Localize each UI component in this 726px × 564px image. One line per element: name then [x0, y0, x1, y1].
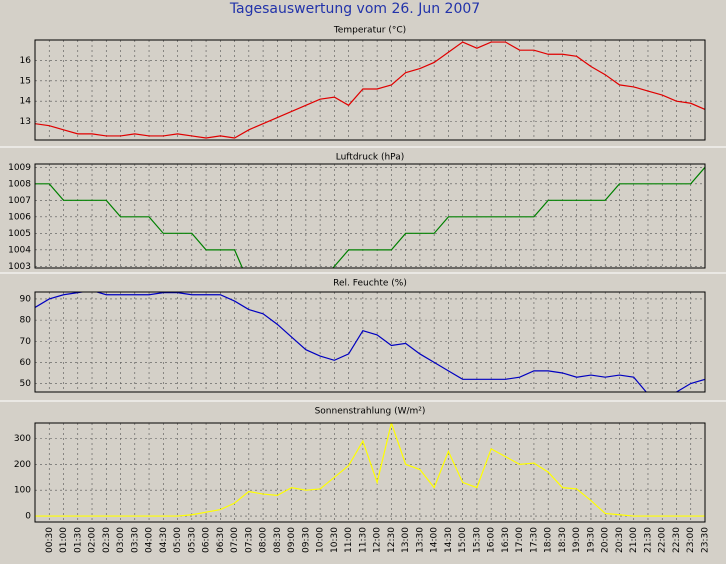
y-tick-label: 1008 [8, 179, 31, 189]
x-tick-label: 04:00 [145, 527, 155, 553]
x-tick-label: 02:30 [102, 527, 112, 553]
x-tick-label: 20:30 [615, 527, 625, 553]
page-title: Tagesauswertung vom 26. Jun 2007 [229, 1, 480, 17]
data-line [35, 41, 705, 139]
panel-title: Luftdruck (hPa) [336, 153, 405, 163]
x-tick-label: 23:00 [686, 527, 696, 553]
x-tick-label: 11:30 [358, 527, 368, 553]
y-tick-label: 1009 [8, 163, 31, 173]
x-tick-label: 17:00 [515, 527, 525, 553]
y-tick-label: 15 [20, 76, 31, 86]
x-tick-label: 07:30 [244, 527, 254, 553]
y-tick-label: 80 [20, 316, 32, 326]
y-tick-label: 90 [20, 294, 32, 304]
x-tick-label: 05:30 [187, 527, 197, 553]
plot-area [35, 164, 705, 268]
x-tick-label: 23:30 [701, 527, 711, 553]
x-tick-label: 21:30 [643, 527, 653, 553]
x-tick-label: 02:00 [88, 527, 98, 553]
panel-title: Rel. Feuchte (%) [333, 279, 407, 289]
x-tick-label: 22:30 [672, 527, 682, 553]
x-tick-label: 13:00 [401, 527, 411, 553]
y-tick-label: 1007 [8, 196, 31, 206]
plot-border [34, 291, 706, 393]
plot-area [35, 40, 705, 140]
y-tick-label: 50 [20, 379, 32, 389]
x-tick-label: 12:30 [387, 527, 397, 553]
data-line [35, 292, 705, 392]
x-tick-label: 06:30 [216, 527, 226, 553]
x-tick-label: 03:30 [130, 527, 140, 553]
y-tick-label: 1004 [8, 245, 31, 255]
x-tick-label: 08:00 [259, 527, 269, 553]
x-tick-label: 08:30 [273, 527, 283, 553]
data-line [35, 423, 705, 517]
x-tick-label: 18:00 [544, 527, 554, 553]
x-tick-label: 14:30 [444, 527, 454, 553]
x-tick-label: 03:00 [116, 527, 126, 553]
x-tick-label: 12:00 [373, 527, 383, 553]
y-tick-label: 1006 [8, 212, 31, 222]
y-tick-label: 200 [14, 460, 31, 470]
panel-title: Temperatur (°C) [333, 26, 406, 36]
y-tick-label: 0 [25, 512, 31, 522]
x-tick-label: 15:30 [472, 527, 482, 553]
x-tick-label: 20:00 [601, 527, 611, 553]
x-tick-label: 10:30 [330, 527, 340, 553]
y-tick-label: 1005 [8, 229, 31, 239]
x-tick-label: 16:00 [487, 527, 497, 553]
plot-border [34, 163, 706, 269]
y-tick-label: 300 [14, 434, 31, 444]
plot-border [34, 422, 706, 523]
x-tick-label: 13:30 [415, 527, 425, 553]
x-tick-label: 00:30 [45, 527, 55, 553]
x-tick-label: 09:00 [287, 527, 297, 553]
x-tick-label: 11:00 [344, 527, 354, 553]
y-tick-label: 100 [14, 486, 31, 496]
x-tick-label: 14:00 [430, 527, 440, 553]
y-tick-label: 60 [20, 358, 32, 368]
x-tick-label: 22:00 [658, 527, 668, 553]
y-tick-label: 70 [20, 337, 32, 347]
x-tick-label: 18:30 [558, 527, 568, 553]
x-tick-label: 06:00 [202, 527, 212, 553]
y-tick-label: 16 [20, 56, 32, 66]
x-tick-label: 01:30 [73, 527, 83, 553]
x-tick-label: 19:30 [586, 527, 596, 553]
x-tick-label: 09:30 [301, 527, 311, 553]
panel-title: Sonnenstrahlung (W/m²) [315, 407, 426, 417]
y-tick-label: 13 [20, 117, 31, 127]
x-tick-label: 07:00 [230, 527, 240, 553]
x-tick-label: 21:00 [629, 527, 639, 553]
plot-area [35, 423, 705, 522]
y-tick-label: 1003 [8, 262, 31, 272]
x-tick-label: 17:30 [529, 527, 539, 553]
x-tick-label: 15:00 [458, 527, 468, 553]
data-line [35, 166, 705, 268]
plot-border [34, 39, 706, 141]
x-tick-label: 04:30 [159, 527, 169, 553]
x-tick-label: 01:00 [59, 527, 69, 553]
y-tick-label: 14 [20, 97, 32, 107]
x-tick-label: 10:00 [316, 527, 326, 553]
x-tick-label: 05:00 [173, 527, 183, 553]
x-tick-label: 16:30 [501, 527, 511, 553]
x-tick-label: 19:00 [572, 527, 582, 553]
